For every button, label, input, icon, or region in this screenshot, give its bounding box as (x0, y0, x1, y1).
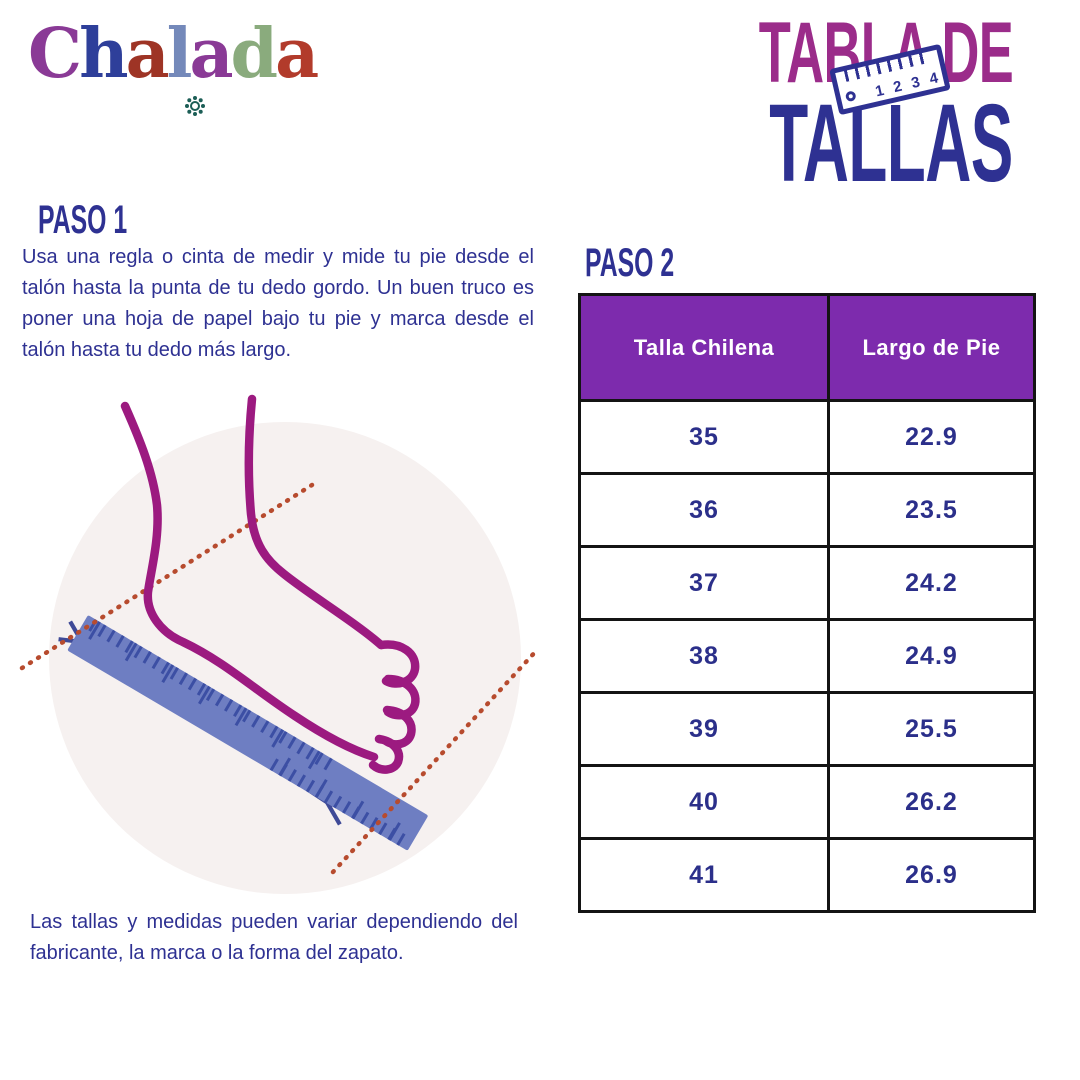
step1-line: talón hasta la punta de tu dedo gordo. U… (22, 277, 534, 299)
ruler-zero-circle (844, 90, 857, 103)
logo-letter: l (166, 14, 193, 94)
heel-guide-line (19, 482, 315, 671)
heel-toe-guide-lines (19, 482, 540, 875)
size-table-row: 41 26.9 (578, 837, 1036, 913)
step1-instructions: Usa una regla o cinta de medir y mide tu… (22, 242, 534, 366)
size-cell: 36 (578, 472, 830, 548)
logo-letter: d (230, 14, 279, 94)
size-table-row: 38 24.9 (578, 618, 1036, 694)
foot-measurement-illustration (19, 394, 540, 894)
size-cell: 41 (578, 837, 830, 913)
step1-heading: PASO 1 (38, 198, 128, 242)
size-table: Talla Chilena Largo de Pie 35 22.9 36 23… (578, 293, 1036, 913)
step1-line: Usa una regla o cinta de medir y mide tu… (22, 246, 534, 268)
length-cell: 23.5 (827, 472, 1036, 548)
size-table-row: 35 22.9 (578, 399, 1036, 475)
measuring-ruler (67, 615, 428, 851)
step1-line: poner una hoja de papel bajo tu pie y ma… (22, 308, 534, 330)
logo-letter: a (275, 14, 319, 94)
logo-letter: C (28, 14, 82, 94)
foot-front-and-instep (244, 394, 386, 650)
size-cell: 35 (578, 399, 830, 475)
size-table-row: 36 23.5 (578, 472, 1036, 548)
length-cell: 26.2 (827, 764, 1036, 840)
brand-logo: Chalada (28, 12, 319, 116)
logo-letter: a (125, 14, 170, 94)
size-table-row: 39 25.5 (578, 691, 1036, 767)
toe-guide-line (330, 647, 540, 875)
step1-line: talón hasta tu dedo más largo. (22, 339, 292, 361)
length-cell: 24.9 (827, 618, 1036, 694)
size-cell: 37 (578, 545, 830, 621)
logo-letter: a (189, 14, 233, 94)
length-cell: 22.9 (827, 399, 1036, 475)
foot-outline (120, 394, 420, 774)
length-cell: 26.9 (827, 837, 1036, 913)
size-cell: 39 (578, 691, 830, 767)
size-cell: 40 (578, 764, 830, 840)
toe (368, 734, 404, 774)
size-table-header-cell: Largo de Pie (827, 293, 1036, 402)
page-title-line-2: TALLAS (769, 82, 1014, 205)
step2-heading: PASO 2 (585, 241, 675, 285)
size-table-header-cell: Talla Chilena (578, 293, 830, 402)
disclaimer-line: fabricante, la marca o la forma del zapa… (30, 942, 404, 964)
length-cell: 24.2 (827, 545, 1036, 621)
logo-flower-icon (184, 52, 206, 116)
logo-letter: h (79, 14, 128, 94)
disclaimer-line: Las tallas y medidas pueden variar depen… (30, 911, 518, 933)
size-table-row: 37 24.2 (578, 545, 1036, 621)
size-table-header-row: Talla Chilena Largo de Pie (578, 293, 1036, 402)
foot-back-and-sole (120, 401, 379, 762)
length-cell: 25.5 (827, 691, 1036, 767)
size-table-row: 40 26.2 (578, 764, 1036, 840)
disclaimer-text: Las tallas y medidas pueden variar depen… (30, 907, 518, 969)
size-cell: 38 (578, 618, 830, 694)
